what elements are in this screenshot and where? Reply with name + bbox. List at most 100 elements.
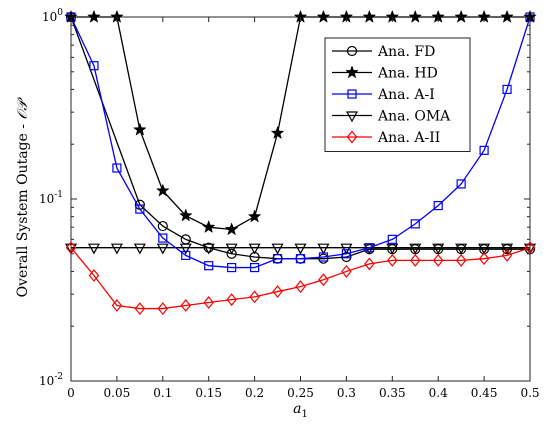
data-point bbox=[155, 183, 170, 197]
data-point bbox=[181, 250, 191, 260]
data-point bbox=[409, 253, 421, 267]
data-point bbox=[250, 262, 260, 273]
data-point bbox=[135, 204, 145, 214]
data-point bbox=[524, 241, 536, 255]
data-point bbox=[112, 163, 122, 173]
data-point bbox=[89, 61, 99, 71]
legend-label: Ana. FD bbox=[377, 44, 435, 60]
legend-label: Ana. OMA bbox=[377, 109, 451, 125]
legend-item: Ana. FD bbox=[332, 44, 435, 60]
data-point bbox=[478, 252, 490, 266]
data-point bbox=[432, 253, 444, 267]
data-point bbox=[456, 244, 467, 255]
legend-label: Ana. A-II bbox=[377, 130, 440, 146]
series-ana-a-i bbox=[66, 12, 535, 273]
y-tick-label: 10-1 bbox=[39, 190, 63, 206]
data-point bbox=[410, 244, 421, 255]
data-point bbox=[111, 299, 123, 312]
data-point bbox=[501, 248, 513, 262]
x-tick-label: 0.35 bbox=[379, 386, 406, 400]
data-point bbox=[318, 273, 329, 287]
data-point bbox=[227, 262, 237, 273]
x-tick-label: 0.2 bbox=[245, 386, 264, 400]
legend-box bbox=[324, 37, 471, 152]
x-axis: 0 0.05 0.1 0.15 0.2 0.25 0.3 0.35 0.4 0.45 0.5 bbox=[67, 17, 540, 400]
data-point bbox=[178, 208, 193, 222]
legend-item: Ana. A-II bbox=[332, 130, 440, 146]
data-point bbox=[87, 243, 100, 255]
data-point bbox=[408, 9, 423, 23]
data-point bbox=[224, 222, 239, 236]
data-point bbox=[502, 84, 512, 95]
data-point bbox=[271, 243, 284, 255]
axis-labels: a1 Overall System Outage - 𝒪𝒫 bbox=[15, 97, 308, 420]
data-point bbox=[387, 244, 398, 255]
x-tick-label: 0.4 bbox=[429, 386, 448, 400]
data-point bbox=[340, 243, 353, 255]
data-point bbox=[317, 243, 330, 255]
data-point bbox=[203, 242, 214, 253]
data-point bbox=[157, 302, 169, 316]
data-point bbox=[387, 234, 397, 244]
data-point bbox=[456, 179, 466, 189]
x-tick-label: 0.1 bbox=[153, 386, 172, 400]
data-point bbox=[156, 243, 169, 255]
data-point bbox=[132, 122, 147, 136]
data-point bbox=[247, 209, 262, 223]
data-point bbox=[270, 125, 285, 140]
data-point bbox=[295, 254, 306, 264]
data-point bbox=[65, 241, 77, 255]
data-point bbox=[318, 252, 329, 262]
data-point bbox=[203, 296, 214, 309]
data-point bbox=[225, 243, 238, 255]
data-point bbox=[364, 257, 375, 271]
data-point bbox=[295, 280, 306, 294]
data-point bbox=[180, 234, 191, 245]
y-tick-label: 10-2 bbox=[39, 372, 63, 388]
x-tick-label: 0.3 bbox=[337, 386, 356, 400]
data-point bbox=[387, 253, 398, 267]
data-point bbox=[180, 299, 192, 312]
data-point bbox=[501, 244, 513, 255]
data-point bbox=[158, 233, 168, 243]
data-point bbox=[157, 220, 168, 232]
series-line bbox=[70, 16, 531, 269]
data-point bbox=[133, 243, 146, 255]
data-point bbox=[249, 251, 260, 263]
data-point bbox=[248, 243, 261, 255]
x-tick-label: 0.15 bbox=[195, 386, 222, 400]
data-point bbox=[479, 145, 489, 155]
data-point bbox=[346, 130, 358, 144]
series-line bbox=[70, 16, 530, 260]
data-point bbox=[500, 9, 514, 23]
data-point bbox=[64, 243, 78, 255]
data-point bbox=[346, 45, 358, 57]
legend-item: Ana. HD bbox=[332, 65, 438, 82]
data-point bbox=[204, 261, 214, 271]
legend-item: Ana. OMA bbox=[332, 109, 451, 125]
x-tick-label: 0.5 bbox=[520, 386, 539, 400]
data-point bbox=[347, 89, 357, 99]
data-point bbox=[226, 248, 237, 259]
data-point bbox=[345, 65, 359, 79]
data-point bbox=[249, 290, 260, 304]
data-point bbox=[201, 219, 216, 234]
data-point bbox=[316, 9, 331, 23]
legend-label: Ana. HD bbox=[377, 66, 438, 82]
data-point bbox=[134, 302, 146, 316]
legend: Ana. FD Ana. HD Ana. A-I Ana. OMA Ana. A-II bbox=[324, 37, 471, 152]
y-axis-label: Overall System Outage - 𝒪𝒫 bbox=[15, 97, 31, 298]
data-point bbox=[433, 244, 444, 255]
legend-label: Ana. A-I bbox=[377, 87, 435, 103]
data-point bbox=[345, 111, 359, 123]
data-point bbox=[294, 243, 307, 255]
data-point bbox=[88, 269, 100, 282]
x-tick-label: 0.45 bbox=[471, 386, 498, 400]
series-ana-a-ii bbox=[65, 241, 536, 316]
data-point bbox=[455, 253, 467, 267]
series-line bbox=[70, 247, 531, 310]
data-point bbox=[410, 219, 420, 229]
data-point bbox=[433, 200, 443, 211]
x-tick-label: 0 bbox=[67, 386, 75, 400]
